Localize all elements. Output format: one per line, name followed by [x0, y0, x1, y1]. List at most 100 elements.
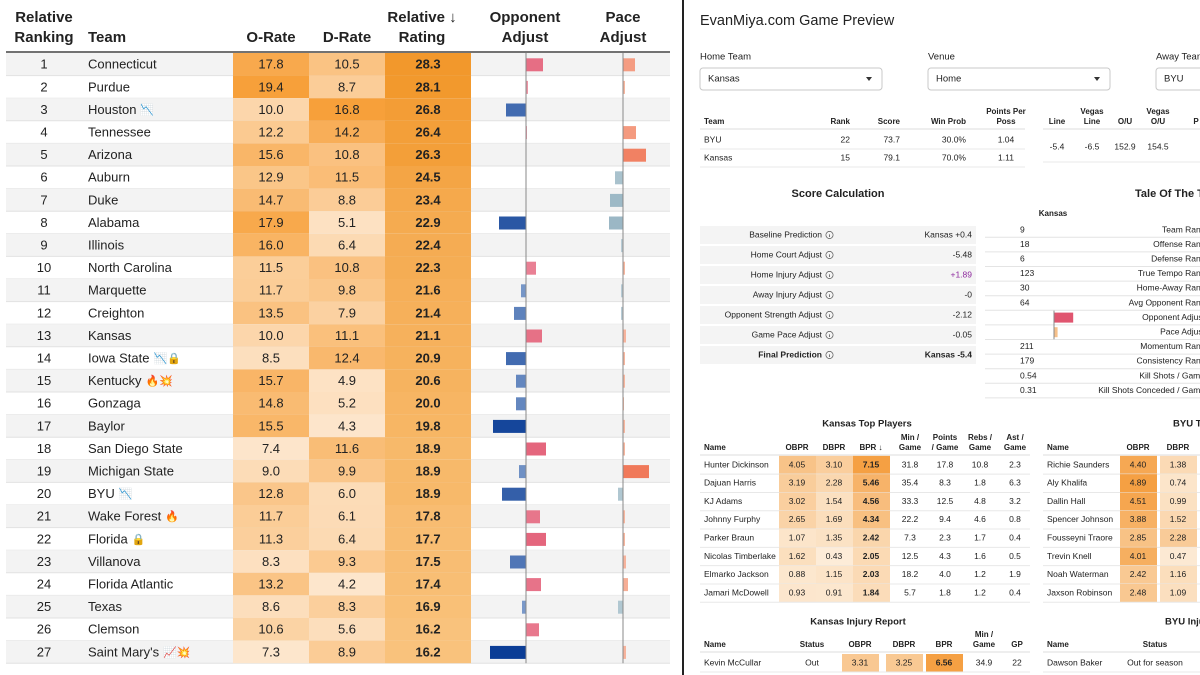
tale-value: 18	[1020, 239, 1030, 249]
column-header: Team	[88, 29, 126, 46]
rating: 22.4	[415, 238, 441, 253]
cell-shade	[1120, 529, 1157, 548]
cell-shade	[1160, 492, 1197, 511]
calc-value: -0	[964, 289, 972, 299]
cell-shade	[233, 120, 309, 144]
cell: 0.5	[1009, 551, 1021, 561]
rating: 26.8	[415, 102, 440, 117]
cell: 0.93	[789, 587, 806, 597]
selector-label: Venue	[928, 52, 955, 63]
o-rate: 7.3	[262, 644, 280, 659]
cell-shade	[779, 474, 816, 493]
o-rate: 10.0	[258, 102, 283, 117]
cell: -5.4	[1050, 141, 1065, 151]
d-rate: 5.1	[338, 215, 356, 230]
cell-shade	[385, 414, 471, 438]
cell: 1.7	[974, 532, 986, 542]
column-header: OBPR	[848, 640, 871, 649]
rank: 17	[37, 418, 51, 433]
rating: 24.5	[415, 170, 440, 185]
cell-shade	[1160, 474, 1197, 493]
calc-value: Kansas +0.4	[925, 229, 973, 239]
cell-shade	[309, 414, 385, 438]
cell: 4.6	[974, 514, 986, 524]
pace-adjust-bar	[623, 352, 625, 366]
team-name: Illinois	[88, 238, 125, 253]
cell-shade	[779, 565, 816, 584]
pace-adjust-bar	[623, 126, 636, 140]
o-rate: 7.4	[262, 441, 280, 456]
team-icons: 📉	[140, 103, 154, 116]
cell-shade	[233, 459, 309, 483]
o-rate: 19.4	[258, 79, 283, 94]
selector-box[interactable]	[699, 67, 883, 91]
selector-box[interactable]	[927, 67, 1111, 91]
pace-adjust-bar	[621, 239, 623, 253]
o-rate: 15.5	[258, 418, 283, 433]
cell-shade	[853, 492, 890, 511]
team-name: Kansas	[88, 328, 132, 343]
tale-label: Avg Opponent Rank	[1129, 297, 1200, 307]
d-rate: 5.2	[338, 396, 356, 411]
column-header: Game	[973, 640, 996, 649]
rank: 18	[37, 441, 51, 456]
rank: 8	[40, 215, 47, 230]
selector-value: Home	[936, 74, 961, 85]
opponent-adjust-bar	[526, 623, 539, 637]
cell: 1.2	[974, 569, 986, 579]
opponent-adjust-bar	[526, 578, 541, 592]
d-rate: 9.8	[338, 283, 356, 298]
opponent-adjust-bar	[502, 487, 526, 501]
cell: 2.65	[789, 514, 806, 524]
rating: 21.1	[415, 328, 440, 343]
cell-shade	[816, 510, 853, 530]
row-background	[700, 226, 976, 244]
o-rate: 8.5	[262, 351, 280, 366]
cell: 3.88	[1130, 514, 1147, 524]
calc-value: -5.48	[953, 249, 973, 259]
team-name: Duke	[88, 192, 118, 207]
tale-label: Defense Rank	[1151, 253, 1200, 263]
cell: 9.4	[939, 514, 951, 524]
cell-shade	[385, 572, 471, 596]
cell-shade	[233, 640, 309, 664]
d-rate: 6.4	[338, 238, 356, 253]
cell-shade	[1120, 455, 1157, 475]
cell-shade	[233, 75, 309, 99]
team-name: Michigan State	[88, 464, 174, 479]
d-rate: 10.8	[334, 260, 359, 275]
cell: 8.3	[939, 478, 951, 488]
cell-shade	[233, 482, 309, 505]
info-icon	[825, 251, 834, 259]
cell: 0.47	[1170, 551, 1187, 561]
team-name: Auburn	[88, 170, 130, 185]
rank: 6	[40, 170, 47, 185]
column-header: DBPR	[893, 640, 916, 649]
team-name: Connecticut	[88, 57, 157, 72]
cell-shade	[779, 455, 816, 475]
cell-shade	[233, 414, 309, 438]
cell: -6.5	[1085, 141, 1100, 151]
d-rate: 11.5	[335, 170, 359, 185]
cell: 31.8	[902, 459, 919, 469]
cell-shade	[309, 392, 385, 415]
cell-shade	[233, 53, 309, 76]
rating: 20.6	[415, 373, 440, 388]
cell-shade	[309, 346, 385, 370]
cell: 30.0%	[942, 134, 967, 144]
rating: 19.8	[415, 418, 440, 433]
info-icon	[825, 311, 834, 319]
pace-adjust-bar	[623, 555, 626, 569]
selector-box[interactable]	[1155, 67, 1200, 91]
cell-shade	[385, 550, 471, 573]
pace-adjust-bar	[618, 487, 623, 501]
rank: 20	[37, 486, 51, 501]
cell-shade	[309, 211, 385, 234]
cell: 2.28	[826, 478, 843, 488]
o-rate: 8.3	[262, 554, 280, 569]
d-rate: 8.9	[338, 644, 356, 659]
cell: 2.3	[1009, 459, 1021, 469]
o-rate: 15.7	[258, 373, 283, 388]
team-name: Florida Atlantic	[88, 577, 174, 592]
pace-adjust-bar	[623, 645, 626, 659]
